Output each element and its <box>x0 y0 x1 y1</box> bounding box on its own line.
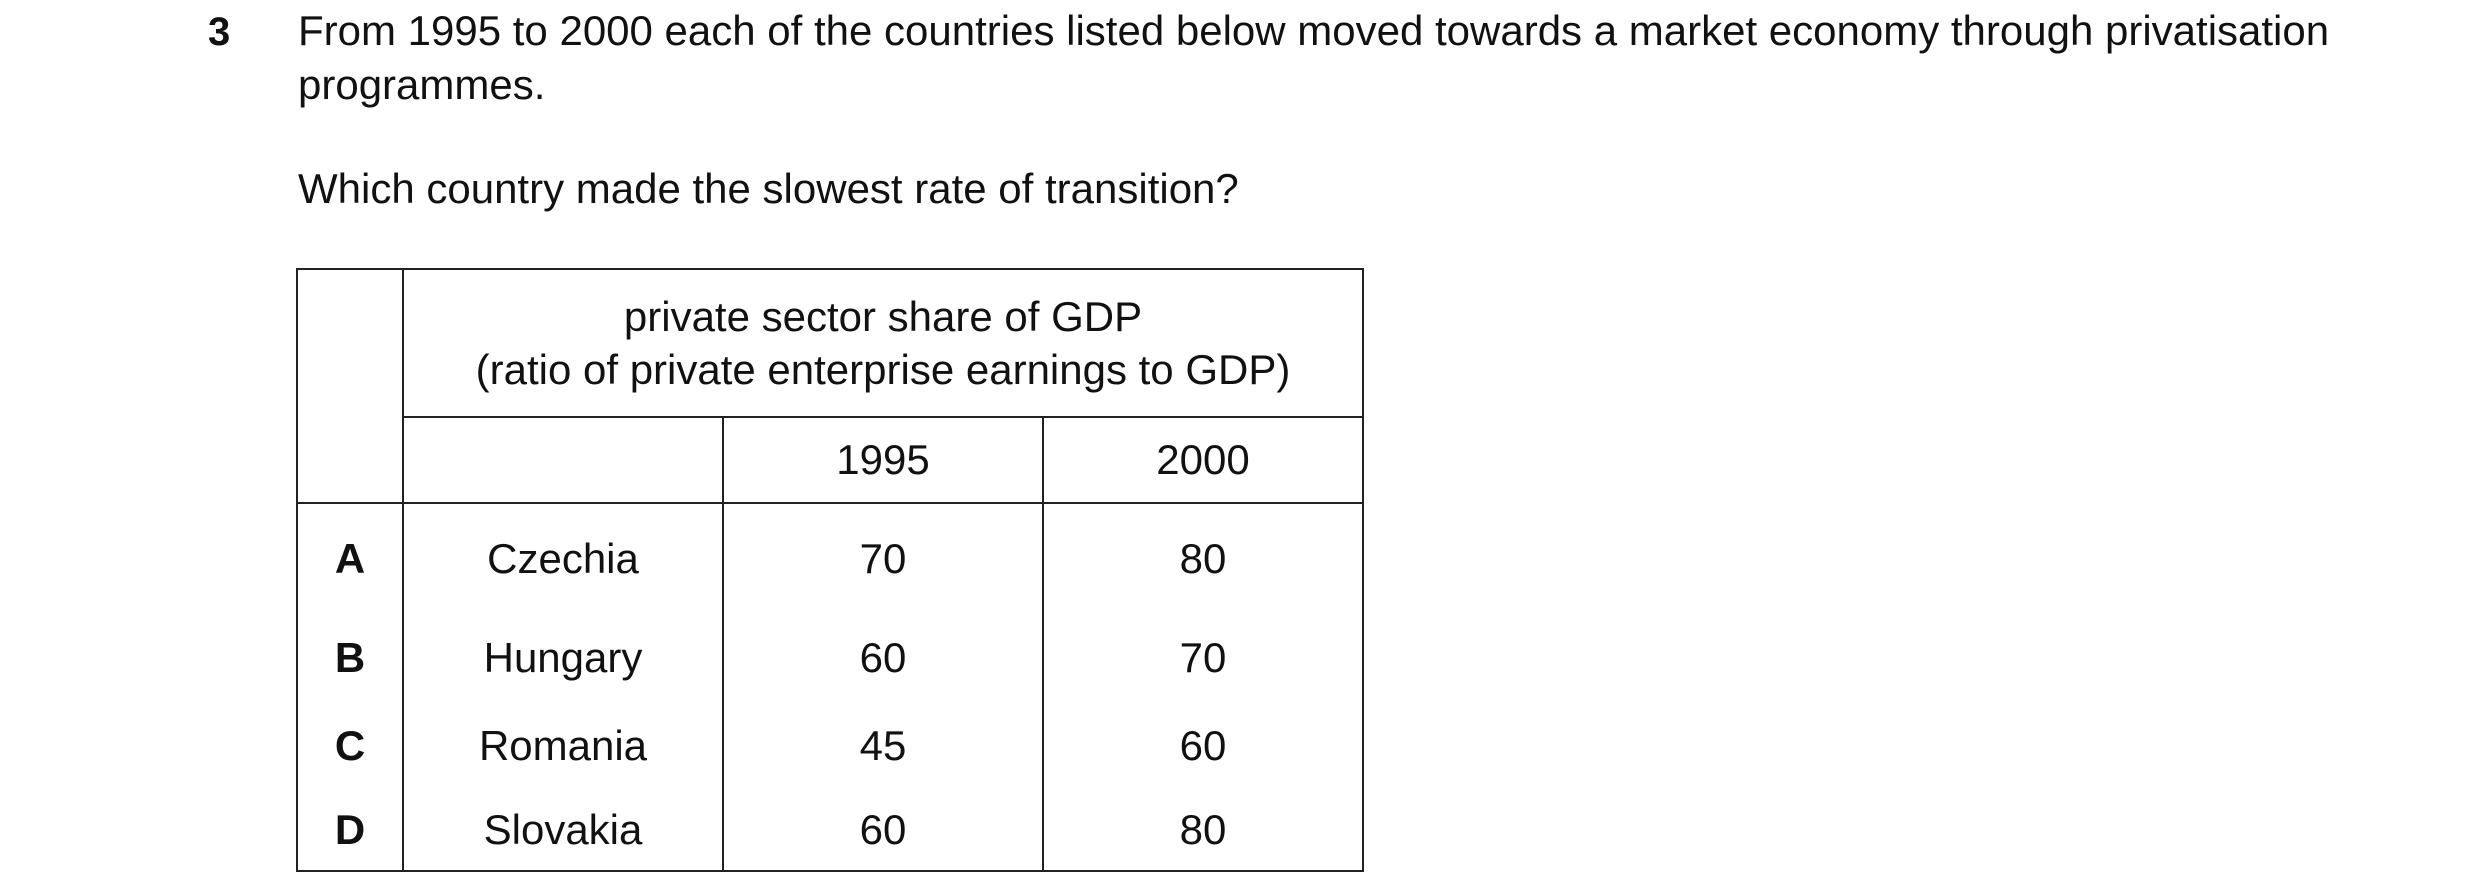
country-name: Czechia <box>402 502 724 614</box>
question-prompt: Which country made the slowest rate of t… <box>298 165 1239 212</box>
option-letter: C <box>296 702 404 790</box>
table-header-subtitle: (ratio of private enterprise earnings to… <box>475 346 1291 393</box>
value-2000: 80 <box>1042 790 1364 872</box>
table-row: C Romania 45 60 <box>296 702 1364 790</box>
value-2000: 70 <box>1042 614 1364 702</box>
table-row: D Slovakia 60 80 <box>296 790 1364 872</box>
year-2000-header: 2000 <box>1042 416 1364 503</box>
option-letter: A <box>296 502 404 614</box>
option-column-header <box>296 268 404 503</box>
year-1995-header: 1995 <box>722 416 1044 503</box>
value-2000: 60 <box>1042 702 1364 790</box>
table-header: private sector share of GDP (ratio of pr… <box>402 268 1364 417</box>
value-1995: 70 <box>722 502 1044 614</box>
option-letter: B <box>296 614 404 702</box>
table-header-row: private sector share of GDP (ratio of pr… <box>296 268 1364 503</box>
value-1995: 45 <box>722 702 1044 790</box>
country-name: Slovakia <box>402 790 724 872</box>
option-letter: D <box>296 790 404 872</box>
value-1995: 60 <box>722 790 1044 872</box>
table-header-title: private sector share of GDP <box>623 293 1143 340</box>
gdp-share-table: private sector share of GDP (ratio of pr… <box>296 268 1364 872</box>
country-column-header <box>402 416 724 503</box>
question-number: 3 <box>208 10 231 54</box>
country-name: Romania <box>402 702 724 790</box>
country-name: Hungary <box>402 614 724 702</box>
question-stem: From 1995 to 2000 each of the countries … <box>298 7 2330 108</box>
table-row: A Czechia 70 80 <box>296 502 1364 614</box>
table-row: B Hungary 60 70 <box>296 614 1364 702</box>
value-2000: 80 <box>1042 502 1364 614</box>
year-header-row: 1995 2000 <box>297 416 1364 503</box>
value-1995: 60 <box>722 614 1044 702</box>
